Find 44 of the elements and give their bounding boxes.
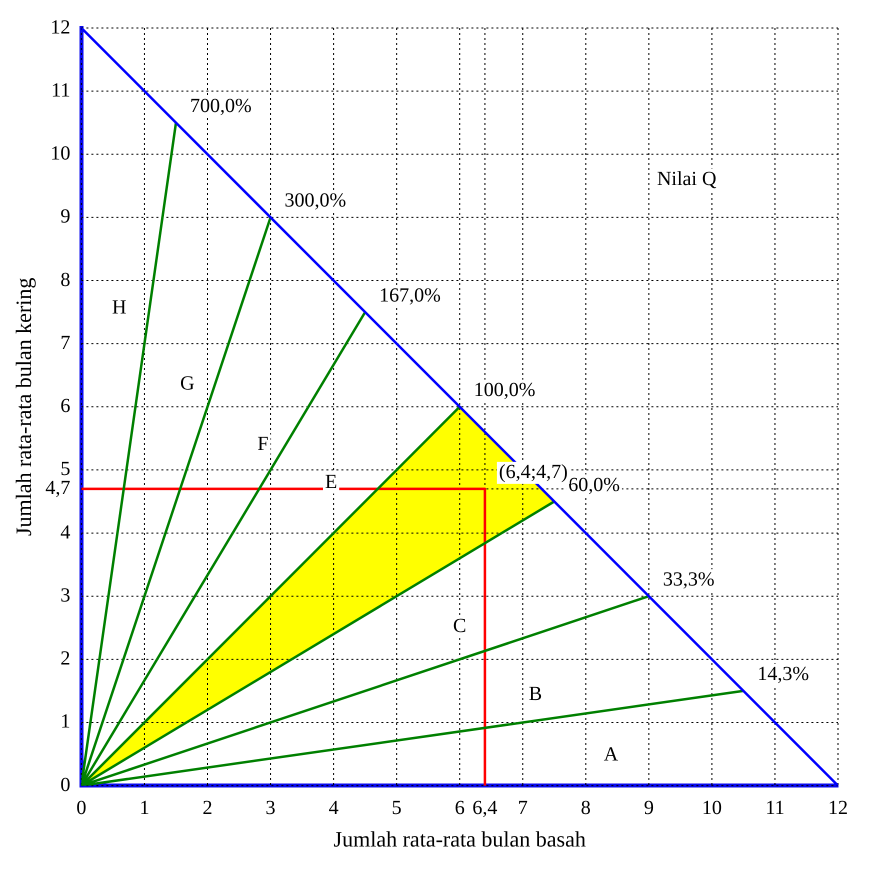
y-tick-label: 7	[60, 332, 70, 354]
y-tick-label: 10	[50, 142, 70, 165]
annotation: 300,0%	[284, 190, 346, 212]
x-tick-label: 5	[392, 796, 402, 819]
y-tick-label: 4	[60, 521, 70, 544]
x-tick-label: 4	[328, 796, 339, 819]
x-tick-label: 1	[139, 796, 150, 819]
y-tick-label: 12	[50, 16, 70, 38]
y-tick-label: 0	[60, 774, 70, 796]
x-tick-label: 0	[76, 796, 86, 819]
x-tick-label: 9	[644, 796, 654, 819]
annotation: 33,3%	[662, 568, 715, 590]
annotation: B	[528, 682, 542, 705]
x-tick-label: 6,4	[472, 796, 498, 819]
annotation: E	[324, 470, 338, 493]
y-tick-label: 6	[60, 395, 70, 418]
annotation: 14,3%	[757, 663, 810, 686]
annotation: H	[112, 296, 126, 319]
annotation: 60,0%	[568, 474, 620, 496]
x-tick-label: 8	[580, 796, 591, 819]
y-axis-title: Jumlah rata-rata bulan kering	[10, 278, 36, 536]
y-tick-label: 11	[51, 79, 70, 102]
annotation: A	[604, 744, 619, 766]
annotation: 167,0%	[379, 284, 441, 306]
x-tick-label: 3	[266, 796, 276, 819]
annotation: 700,0%	[190, 94, 252, 117]
y-tick-label: 3	[60, 584, 70, 606]
x-tick-label: 12	[828, 796, 848, 819]
x-tick-label: 11	[765, 796, 785, 819]
annotation: F	[257, 432, 269, 455]
x-tick-label: 6	[454, 796, 465, 819]
annotation: G	[180, 372, 195, 394]
annotation: 100,0%	[474, 379, 536, 402]
y-tick-label: 8	[60, 268, 70, 291]
annotation: Nilai Q	[656, 168, 717, 190]
x-axis-title: Jumlah rata-rata bulan basah	[334, 826, 586, 852]
annotation: C	[453, 614, 466, 637]
y-tick-label: 1	[60, 710, 70, 733]
x-tick-label: 7	[518, 796, 528, 819]
y-tick-label: 2	[60, 648, 70, 670]
annotation: (6,4;4,7)	[498, 461, 568, 484]
x-tick-label: 10	[702, 796, 722, 819]
y-tick-label: 9	[60, 206, 70, 228]
x-tick-label: 2	[202, 796, 212, 819]
